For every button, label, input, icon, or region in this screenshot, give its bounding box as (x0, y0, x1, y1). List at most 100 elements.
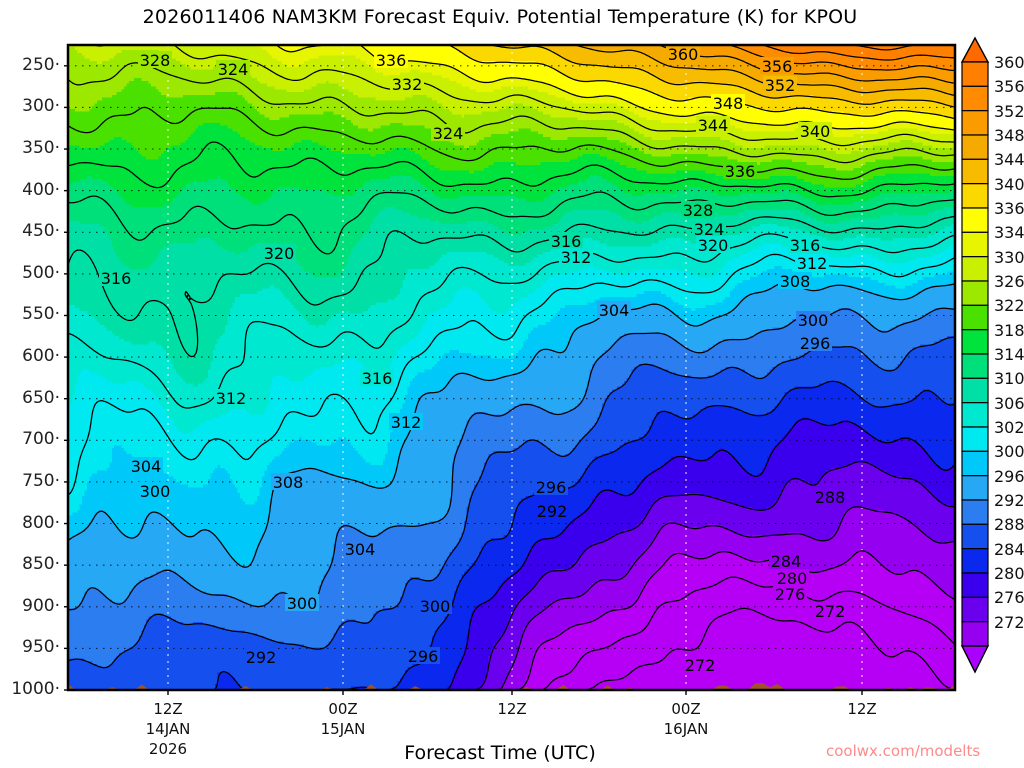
y-axis-tick-label: 650· (22, 387, 60, 408)
contour-label: 296 (800, 334, 831, 353)
colorbar-tick-label: 288 (994, 515, 1024, 535)
contour-label: 360 (668, 45, 699, 64)
x-axis-tick-label: 00Z 15JAN (283, 700, 403, 738)
colorbar-tick-label: 334 (994, 223, 1024, 243)
colorbar-band (961, 183, 989, 209)
colorbar-band (961, 329, 989, 355)
colorbar-tick-label: 306 (994, 393, 1024, 413)
colorbar-tick-label: 292 (994, 491, 1024, 510)
contour-label: 308 (780, 272, 811, 291)
colorbar-tick-label: 326 (994, 272, 1024, 291)
contour-label: 312 (391, 413, 422, 432)
contour-label: 320 (264, 244, 295, 263)
colorbar-band (961, 353, 989, 379)
x-axis-tick-label: 00Z 16JAN (626, 700, 746, 738)
colorbar-band (961, 475, 989, 501)
colorbar-band (961, 402, 989, 428)
contour-label: 324 (433, 124, 464, 143)
colorbar-band (961, 572, 989, 598)
x-tick-time: 00Z (671, 700, 701, 718)
y-axis-tick-label: 250· (22, 54, 60, 75)
contour-label: 304 (599, 301, 630, 320)
colorbar-tick-label: 348 (994, 126, 1024, 145)
y-axis-tick-label: 550· (22, 304, 60, 325)
contour-label: 352 (765, 76, 796, 95)
colorbar-tick-label: 276 (994, 588, 1024, 608)
x-tick-year: 2026 (148, 740, 188, 758)
y-axis-tick-label: 450· (22, 221, 60, 242)
colorbar-band (961, 304, 989, 331)
colorbar-tick-label: 280 (994, 564, 1024, 583)
x-axis-title: Forecast Time (UTC) (404, 742, 596, 764)
colorbar-tick-label: 302 (994, 418, 1024, 437)
contour-label: 300 (140, 482, 171, 501)
contour-label: 296 (408, 647, 439, 666)
y-axis-tick-label: 400· (22, 179, 60, 200)
colorbar-band (961, 231, 989, 258)
contour-label: 292 (246, 648, 277, 667)
colorbar-tick-label: 314 (994, 345, 1024, 364)
colorbar-tick-label: 272 (994, 612, 1024, 632)
x-axis-tick-label: 12Z (802, 700, 922, 718)
colorbar-band (961, 207, 989, 233)
x-tick-time: 12Z (497, 700, 527, 718)
y-axis-tick-label: 900· (22, 595, 60, 616)
colorbar-tick-label: 322 (994, 296, 1024, 316)
contour-label: 272 (685, 656, 716, 675)
colorbar-band (961, 134, 989, 160)
contour-label: 344 (698, 116, 729, 135)
contour-label: 336 (725, 162, 756, 181)
contour-label: 356 (762, 57, 793, 76)
colorbar-tick-label: 344 (994, 150, 1024, 170)
contour-label: 300 (287, 594, 318, 613)
y-axis-tick-label: 800· (22, 512, 60, 533)
x-tick-time: 12Z (847, 700, 877, 718)
colorbar-tick-label: 318 (994, 320, 1024, 340)
colorbar-band (961, 621, 989, 647)
terrain-ground (68, 683, 955, 690)
x-axis-tick-label: 12Z 14JAN 2026 (108, 700, 228, 758)
colorbar-band (961, 523, 989, 550)
colorbar-band (961, 426, 989, 452)
colorbar-band (961, 596, 989, 623)
contour-label: 328 (683, 201, 714, 220)
x-tick-time: 12Z (153, 700, 183, 718)
contour-label: 324 (694, 220, 725, 239)
y-axis-tick-label: 950· (22, 637, 60, 658)
page-title: 2026011406 NAM3KM Forecast Equiv. Potent… (142, 6, 858, 28)
colorbar-tick-label: 360 (994, 53, 1024, 72)
contour-label: 272 (815, 602, 846, 621)
contour-label: 304 (131, 457, 162, 476)
colorbar-band (961, 548, 989, 574)
contour-label: 312 (216, 389, 247, 408)
colorbar-bottom-arrow (960, 645, 990, 674)
contour-label: 296 (536, 478, 567, 497)
y-axis-tick-label: 300· (22, 96, 60, 117)
colorbar-band (961, 256, 989, 282)
colorbar-tick-label: 284 (994, 539, 1024, 559)
x-tick-time: 00Z (328, 700, 358, 718)
contour-label: 316 (101, 269, 132, 288)
contour-label: 316 (362, 369, 393, 388)
colorbar-band (961, 450, 989, 477)
colorbar-tick-label: 300 (994, 442, 1024, 462)
x-tick-date: 15JAN (320, 720, 366, 738)
watermark: coolwx.com/modelts (826, 742, 981, 760)
colorbar-band (961, 499, 989, 525)
contour-label: 288 (815, 488, 846, 507)
contour-label: 320 (698, 236, 729, 255)
colorbar-band (961, 110, 989, 136)
colorbar-tick-label: 340 (994, 174, 1024, 194)
contour-label: 300 (798, 311, 829, 330)
y-axis-tick-label: 600· (22, 346, 60, 367)
y-axis-tick-label: 700· (22, 429, 60, 450)
colorbar-tick-label: 356 (994, 77, 1024, 97)
colorbar-tick-label: 352 (994, 101, 1024, 121)
contour-label: 300 (420, 597, 451, 616)
contour-label: 340 (800, 122, 831, 141)
colorbar-band (961, 280, 989, 306)
colorbar[interactable] (960, 36, 990, 674)
colorbar-top-arrow (960, 36, 990, 63)
